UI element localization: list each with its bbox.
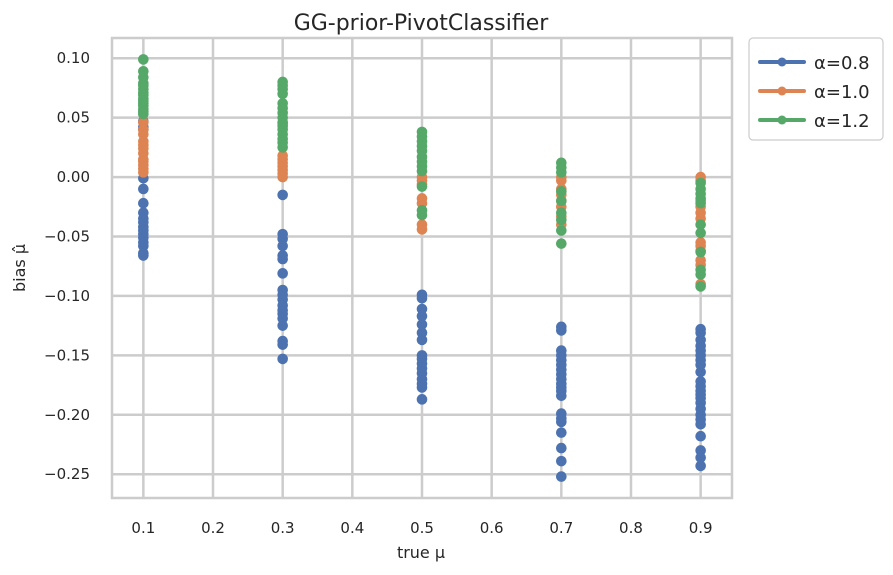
- data-point: [277, 339, 288, 350]
- x-tick-label: 0.2: [201, 519, 225, 537]
- data-point: [556, 214, 567, 226]
- data-point: [416, 382, 428, 393]
- data-point: [556, 175, 567, 186]
- data-point: [556, 455, 567, 467]
- chart-title: GG-prior-PivotClassifier: [294, 11, 550, 36]
- data-point: [695, 281, 706, 292]
- legend-marker: [777, 57, 787, 67]
- x-axis-ticks: 0.1 0.2 0.3 0.4 0.5 0.6 0.7 0.8 0.9: [131, 519, 712, 537]
- legend: α=0.8 α=1.0 α=1.2: [748, 37, 884, 141]
- y-axis-ticks: 0.10 0.05 0.00 −0.05 −0.10 −0.15 −0.20 −0.25: [44, 49, 90, 483]
- y-tick-label: −0.10: [44, 287, 90, 305]
- grid: [112, 38, 732, 498]
- data-point: [556, 186, 567, 197]
- data-point: [556, 238, 567, 249]
- y-tick-label: −0.15: [44, 346, 90, 364]
- data-point: [416, 394, 428, 405]
- data-point: [416, 181, 428, 192]
- data-point: [556, 471, 567, 482]
- data-point: [556, 427, 567, 438]
- y-tick-label: −0.20: [44, 406, 90, 424]
- x-tick-label: 0.5: [410, 519, 434, 537]
- data-point: [416, 224, 428, 235]
- data-point: [416, 165, 428, 177]
- data-points: [138, 54, 706, 482]
- data-point: [556, 442, 567, 454]
- x-tick-label: 0.1: [131, 519, 155, 537]
- data-point: [277, 88, 288, 100]
- legend-label: α=1.0: [814, 82, 870, 103]
- data-point: [416, 319, 428, 330]
- legend-label: α=1.2: [814, 111, 870, 132]
- data-point: [138, 250, 149, 261]
- legend-label: α=0.8: [814, 53, 870, 74]
- x-tick-label: 0.4: [340, 519, 364, 537]
- series-3: [138, 54, 706, 292]
- data-point: [416, 334, 428, 346]
- data-point: [695, 246, 706, 258]
- data-point: [277, 171, 288, 183]
- x-tick-label: 0.7: [549, 519, 573, 537]
- data-point: [556, 225, 567, 236]
- data-point: [277, 320, 288, 331]
- legend-marker: [777, 115, 787, 125]
- data-point: [416, 310, 428, 322]
- data-point: [138, 197, 149, 209]
- x-tick-label: 0.3: [271, 519, 295, 537]
- data-point: [277, 253, 288, 265]
- y-tick-label: −0.25: [44, 465, 90, 483]
- data-point: [416, 293, 428, 304]
- data-point: [695, 419, 706, 430]
- data-point: [695, 460, 706, 472]
- y-tick-label: −0.05: [44, 228, 90, 246]
- data-point: [138, 54, 149, 65]
- x-tick-label: 0.6: [480, 519, 504, 537]
- x-tick-label: 0.8: [619, 519, 643, 537]
- data-point: [695, 452, 706, 463]
- data-point: [556, 167, 567, 178]
- x-tick-label: 0.9: [689, 519, 713, 537]
- data-point: [695, 366, 706, 378]
- y-tick-label: 0.00: [57, 168, 90, 186]
- data-point: [556, 195, 567, 207]
- data-point: [556, 390, 567, 402]
- data-point: [695, 430, 706, 442]
- data-point: [277, 353, 288, 365]
- data-point: [138, 108, 149, 120]
- data-point: [277, 268, 288, 279]
- x-axis-label: true μ: [397, 543, 445, 562]
- plot-frame: [110, 36, 734, 500]
- y-tick-label: 0.05: [57, 109, 90, 127]
- data-point: [556, 325, 567, 336]
- data-point: [695, 227, 706, 239]
- data-point: [695, 197, 706, 209]
- data-point: [277, 240, 288, 252]
- data-point: [138, 183, 149, 195]
- legend-marker: [777, 86, 787, 96]
- data-point: [138, 167, 149, 178]
- data-point: [695, 269, 706, 280]
- data-point: [556, 416, 567, 428]
- y-axis-label: bias μ̂: [10, 244, 29, 292]
- data-point: [695, 219, 706, 230]
- data-point: [416, 209, 428, 221]
- data-point: [277, 142, 288, 153]
- data-point: [277, 189, 288, 201]
- y-tick-label: 0.10: [57, 49, 90, 67]
